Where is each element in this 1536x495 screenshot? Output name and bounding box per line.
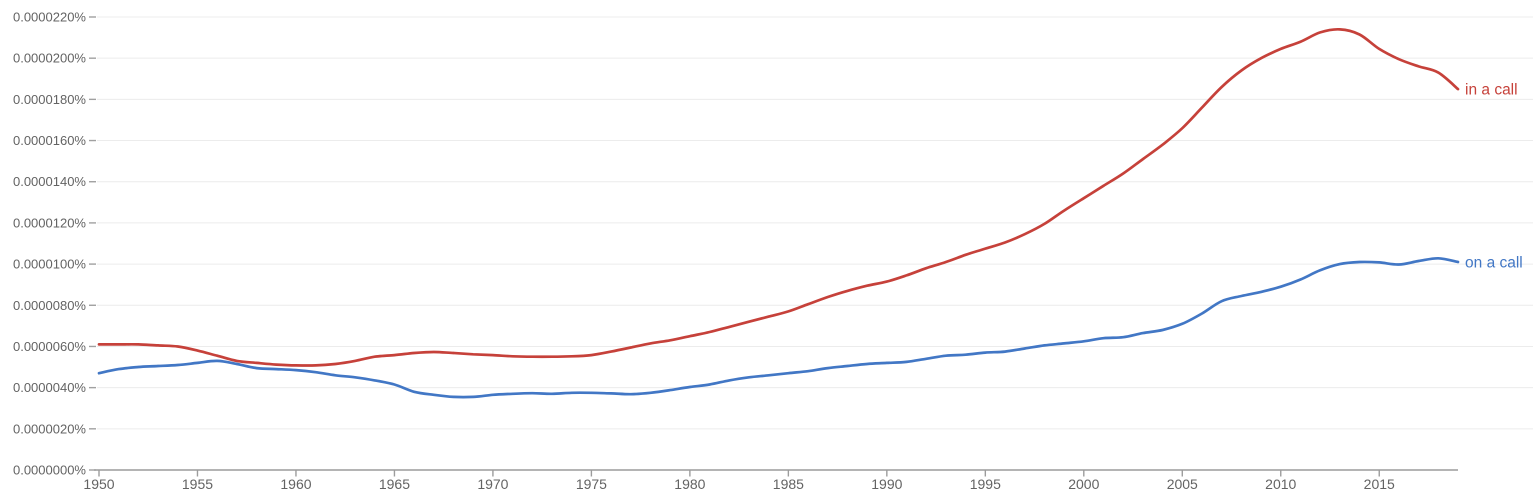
x-axis-tick-label: 1990 (871, 476, 902, 492)
y-axis-tick-label: 0.0000140% (13, 174, 86, 189)
y-axis-tick-label: 0.0000160% (13, 133, 86, 148)
x-axis-tick-label: 1950 (83, 476, 114, 492)
y-axis-tick-label: 0.0000100% (13, 257, 86, 272)
x-axis-tick-label: 2015 (1364, 476, 1395, 492)
x-axis-tick-label: 2000 (1068, 476, 1099, 492)
x-axis-tick-label: 2005 (1167, 476, 1198, 492)
series-line-in-a-call[interactable] (97, 27, 1460, 367)
x-axis-tick-label: 2010 (1265, 476, 1296, 492)
x-axis-tick-label: 1970 (477, 476, 508, 492)
y-axis-tick-label: 0.0000040% (13, 380, 86, 395)
x-axis-tick-label: 1960 (280, 476, 311, 492)
x-axis-tick-label: 1995 (970, 476, 1001, 492)
series-label-in-a-call[interactable]: in a call (1465, 82, 1518, 99)
x-axis-tick-label: 1975 (576, 476, 607, 492)
y-axis-tick-label: 0.0000080% (13, 298, 86, 313)
y-axis-tick-label: 0.0000020% (13, 421, 86, 436)
y-axis-tick-label: 0.0000060% (13, 339, 86, 354)
x-axis-tick-label: 1980 (674, 476, 705, 492)
x-axis-tick-label: 1985 (773, 476, 804, 492)
y-axis-tick-label: 0.0000220% (13, 9, 86, 24)
y-axis-tick-label: 0.0000180% (13, 92, 86, 107)
x-axis-tick-label: 1955 (182, 476, 213, 492)
series-line-on-a-call[interactable] (97, 256, 1460, 399)
y-axis-tick-label: 0.0000120% (13, 215, 86, 230)
x-axis-tick-label: 1965 (379, 476, 410, 492)
series-label-on-a-call[interactable]: on a call (1465, 255, 1523, 272)
y-axis-tick-label: 0.0000200% (13, 51, 86, 66)
y-axis-tick-label: 0.0000000% (13, 463, 86, 478)
